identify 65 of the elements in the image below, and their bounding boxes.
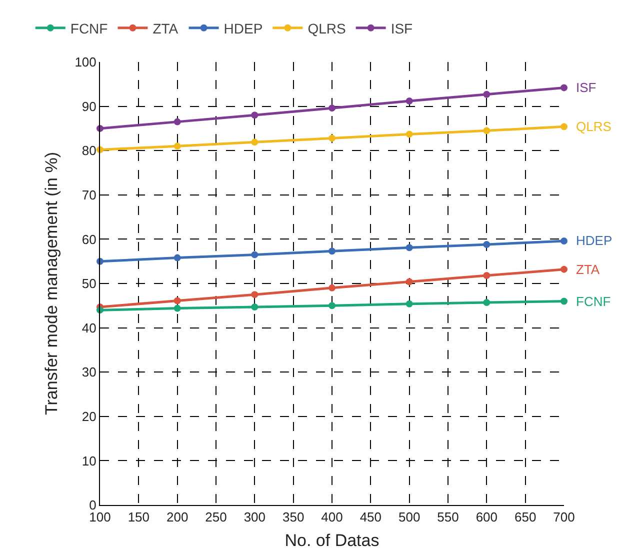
x-tick-label: 350 (282, 510, 304, 525)
x-tick-label: 300 (244, 510, 266, 525)
legend-label: ZTA (152, 20, 179, 36)
point (328, 248, 336, 255)
point (483, 241, 490, 248)
y-tick-label: 90 (82, 98, 96, 114)
text: ISF (576, 80, 596, 95)
point (483, 90, 490, 98)
point (406, 97, 413, 104)
point (406, 300, 413, 308)
y-tick-label: 50 (82, 276, 96, 292)
point (328, 104, 336, 112)
legend-label: FCNF (70, 20, 108, 36)
point (328, 284, 336, 292)
point (406, 244, 413, 252)
point (174, 254, 181, 262)
point (174, 304, 181, 312)
y-tick-label: 60 (82, 232, 96, 247)
x-tick-label: 400 (321, 510, 343, 525)
y-tick-label: 0 (89, 498, 96, 513)
legend-label: ISF (390, 20, 413, 36)
point (560, 84, 568, 92)
point (483, 272, 490, 280)
point (406, 130, 413, 138)
point (328, 134, 336, 142)
point (251, 251, 258, 258)
point (251, 291, 258, 298)
point (406, 278, 413, 286)
x-tick-label: 700 (553, 510, 575, 525)
y-tick-label: 10 (82, 453, 96, 468)
x-tick-label: 250 (205, 510, 227, 525)
point (174, 118, 181, 126)
y-tick-label: 30 (82, 364, 96, 380)
text: QLRS (576, 119, 612, 134)
y-tick-label: 80 (82, 143, 96, 158)
point (560, 123, 568, 130)
text: ZTA (576, 262, 600, 277)
y-tick-label: 40 (82, 320, 96, 336)
x-tick-label: 450 (360, 510, 382, 525)
x-tick-label: 150 (128, 510, 150, 525)
x-tick-label: 500 (398, 510, 420, 525)
y-tick-label: 70 (82, 187, 96, 202)
point (328, 302, 336, 310)
x-axis-title: No. of Datas (284, 531, 380, 550)
point (560, 266, 568, 273)
x-tick-label: 600 (476, 510, 498, 525)
text: FCNF (576, 294, 611, 309)
point (251, 112, 258, 119)
text: HDEP (576, 233, 612, 248)
point (251, 303, 258, 310)
x-tick-label: 200 (166, 510, 188, 525)
point (174, 142, 181, 150)
legend-label: QLRS (308, 20, 346, 36)
point (560, 298, 568, 305)
legend-label: HDEP (224, 20, 263, 36)
y-axis-title: Transfer mode management (in %) (42, 152, 62, 415)
y-tick-label: 20 (82, 408, 96, 424)
y-tick-label: 100 (74, 54, 96, 70)
point (483, 127, 490, 134)
x-tick-label: 650 (514, 510, 536, 525)
point (251, 138, 258, 146)
point (174, 297, 181, 304)
point (560, 237, 568, 244)
x-tick-label: 550 (437, 510, 459, 525)
point (483, 299, 490, 306)
